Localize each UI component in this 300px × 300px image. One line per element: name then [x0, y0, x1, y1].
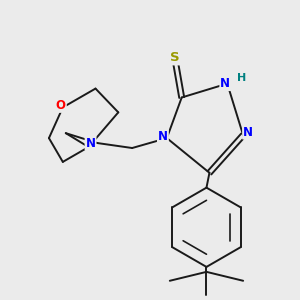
Text: H: H: [236, 73, 246, 83]
Text: N: N: [220, 77, 230, 90]
Text: O: O: [56, 99, 66, 112]
Text: N: N: [85, 136, 96, 150]
Text: S: S: [170, 51, 180, 64]
Text: N: N: [243, 126, 253, 139]
Text: N: N: [158, 130, 168, 142]
